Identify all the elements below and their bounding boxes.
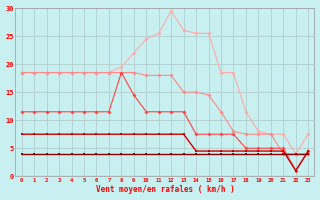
X-axis label: Vent moyen/en rafales ( km/h ): Vent moyen/en rafales ( km/h ): [96, 185, 234, 194]
